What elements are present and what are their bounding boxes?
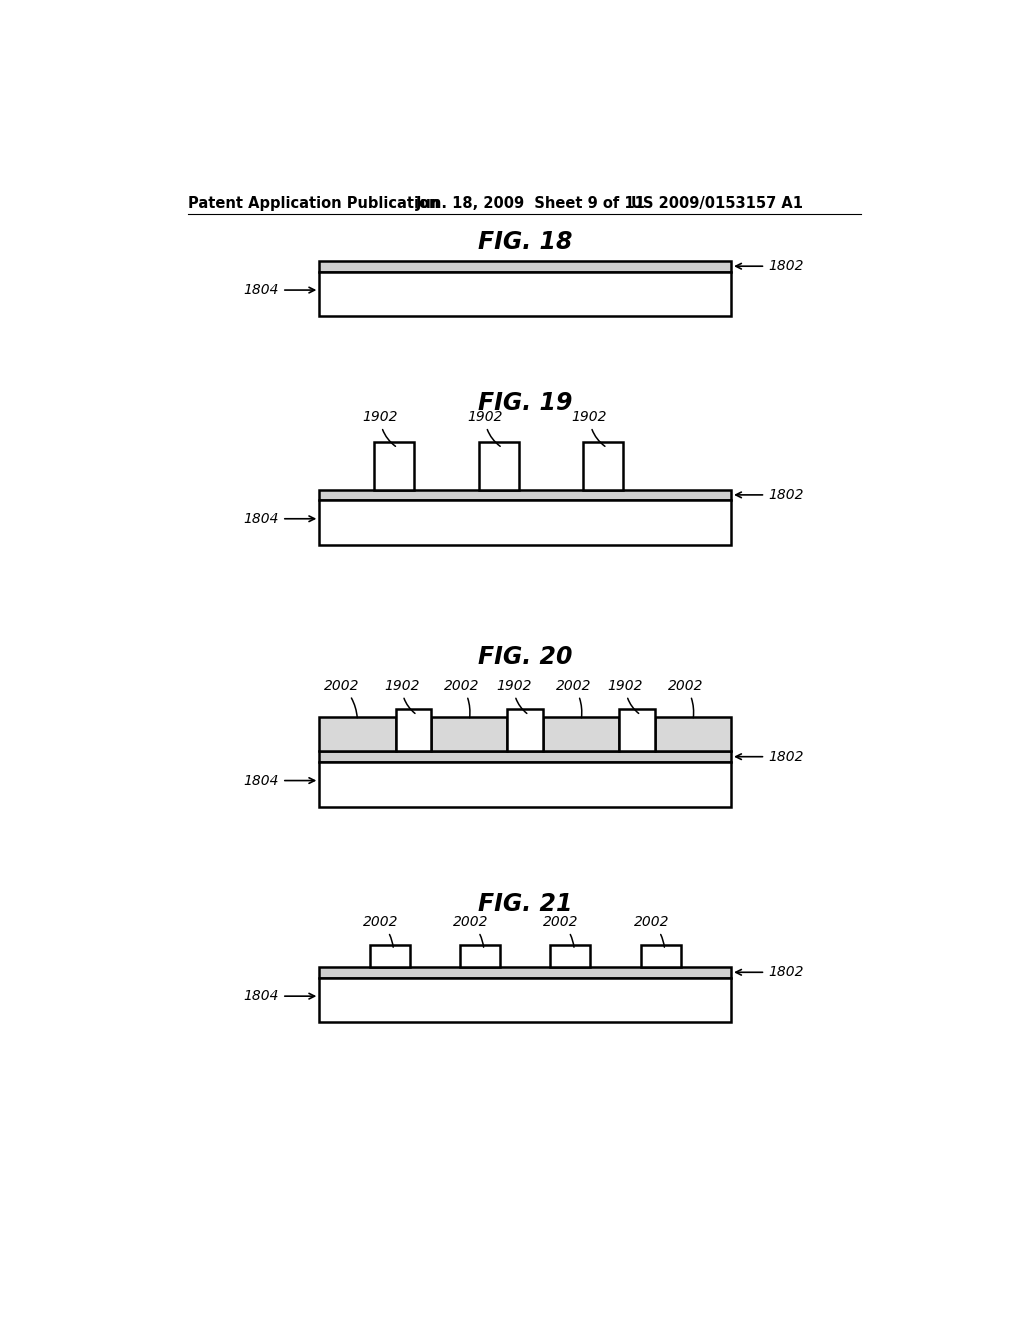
Bar: [641, 945, 681, 966]
Bar: [543, 717, 620, 751]
Bar: [319, 717, 395, 751]
Bar: [584, 442, 624, 490]
Text: 1902: 1902: [362, 411, 397, 446]
Text: Jun. 18, 2009  Sheet 9 of 11: Jun. 18, 2009 Sheet 9 of 11: [416, 195, 645, 211]
Text: US 2009/0153157 A1: US 2009/0153157 A1: [631, 195, 803, 211]
Text: 1902: 1902: [467, 411, 503, 446]
Text: 2002: 2002: [362, 915, 398, 948]
Bar: [374, 442, 414, 490]
Text: 2002: 2002: [668, 678, 703, 718]
Text: FIG. 21: FIG. 21: [477, 892, 572, 916]
Text: 1804: 1804: [244, 512, 314, 525]
Text: 1804: 1804: [244, 282, 314, 297]
Text: Patent Application Publication: Patent Application Publication: [188, 195, 440, 211]
Text: 2002: 2002: [443, 678, 479, 718]
Bar: [460, 945, 500, 966]
Bar: [508, 709, 543, 751]
Text: FIG. 20: FIG. 20: [477, 645, 572, 669]
Bar: [319, 762, 731, 807]
Bar: [319, 500, 731, 545]
Text: 2002: 2002: [544, 915, 579, 948]
Text: 1802: 1802: [736, 488, 804, 502]
Bar: [319, 968, 731, 978]
Text: 2002: 2002: [634, 915, 670, 948]
Text: 2002: 2002: [556, 678, 591, 718]
Text: FIG. 19: FIG. 19: [477, 391, 572, 416]
Text: 1902: 1902: [571, 411, 607, 446]
Text: 1902: 1902: [607, 678, 643, 713]
Text: 1802: 1802: [736, 259, 804, 273]
Bar: [654, 717, 731, 751]
Bar: [319, 261, 731, 272]
Bar: [395, 709, 431, 751]
Text: 1802: 1802: [736, 750, 804, 764]
Bar: [319, 490, 731, 500]
Text: 2002: 2002: [453, 915, 488, 948]
Bar: [550, 945, 591, 966]
Bar: [620, 709, 654, 751]
Bar: [319, 272, 731, 317]
Text: 1804: 1804: [244, 774, 314, 788]
Text: 1802: 1802: [736, 965, 804, 979]
Text: 1902: 1902: [384, 678, 420, 713]
Bar: [370, 945, 410, 966]
Bar: [319, 978, 731, 1022]
Bar: [431, 717, 508, 751]
Text: 2002: 2002: [325, 678, 359, 718]
Bar: [319, 751, 731, 762]
Text: 1902: 1902: [496, 678, 531, 713]
Text: FIG. 18: FIG. 18: [477, 230, 572, 253]
Text: 1804: 1804: [244, 989, 314, 1003]
Bar: [478, 442, 518, 490]
